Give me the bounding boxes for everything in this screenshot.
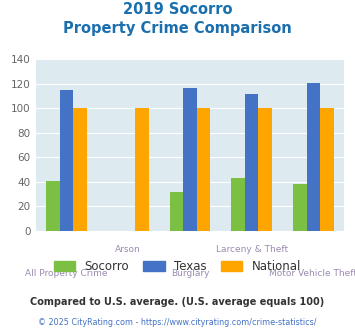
Text: Motor Vehicle Theft: Motor Vehicle Theft — [269, 269, 355, 278]
Legend: Socorro, Texas, National: Socorro, Texas, National — [54, 260, 301, 273]
Bar — [293, 184, 307, 231]
Text: All Property Crime: All Property Crime — [25, 269, 108, 278]
Bar — [307, 83, 320, 231]
Bar — [231, 178, 245, 231]
Bar — [60, 90, 73, 231]
Text: Larceny & Theft: Larceny & Theft — [215, 245, 288, 254]
Text: © 2025 CityRating.com - https://www.cityrating.com/crime-statistics/: © 2025 CityRating.com - https://www.city… — [38, 318, 317, 327]
Bar — [135, 109, 148, 231]
Text: Burglary: Burglary — [171, 269, 209, 278]
Text: Property Crime Comparison: Property Crime Comparison — [63, 21, 292, 36]
Text: 2019 Socorro: 2019 Socorro — [123, 2, 232, 16]
Bar — [258, 109, 272, 231]
Bar — [73, 109, 87, 231]
Text: Arson: Arson — [115, 245, 141, 254]
Bar — [197, 109, 210, 231]
Bar — [320, 109, 334, 231]
Bar — [245, 94, 258, 231]
Text: Compared to U.S. average. (U.S. average equals 100): Compared to U.S. average. (U.S. average … — [31, 297, 324, 307]
Bar — [183, 87, 197, 231]
Bar — [170, 192, 183, 231]
Bar — [46, 181, 60, 231]
